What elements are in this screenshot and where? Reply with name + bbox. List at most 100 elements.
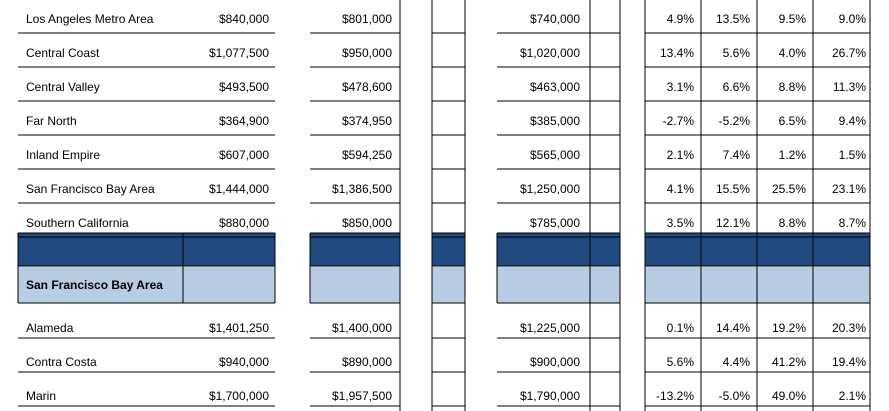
- cell-value: 2.1%: [667, 148, 695, 162]
- row-label: Central Valley: [26, 80, 100, 94]
- row-label: San Francisco Bay Area: [26, 182, 155, 196]
- cell-value: $594,250: [342, 148, 392, 162]
- cell-value: -5.2%: [719, 114, 751, 128]
- dark-band: [18, 233, 183, 266]
- cell-value: 9.0%: [839, 12, 867, 26]
- cell-value: 3.1%: [667, 80, 695, 94]
- dark-band: [757, 233, 813, 266]
- row-label: Marin: [26, 389, 56, 403]
- cell-value: $493,500: [219, 80, 269, 94]
- cell-value: $1,077,500: [209, 46, 269, 60]
- light-band: [813, 267, 870, 303]
- cell-value: -5.0%: [719, 389, 751, 403]
- row-label: Los Angeles Metro Area: [26, 12, 154, 26]
- row-label: Central Coast: [26, 46, 100, 60]
- cell-value: 0.1%: [667, 321, 695, 335]
- cell-value: $1,401,250: [209, 321, 269, 335]
- cell-value: $374,950: [342, 114, 392, 128]
- cell-value: 9.5%: [779, 12, 807, 26]
- cell-value: 9.4%: [839, 114, 867, 128]
- cell-value: 3.5%: [667, 216, 695, 230]
- cell-value: 6.6%: [723, 80, 751, 94]
- cell-value: 20.3%: [832, 321, 866, 335]
- cell-value: 19.2%: [772, 321, 806, 335]
- cell-value: 23.1%: [832, 182, 866, 196]
- cell-value: 13.4%: [660, 46, 694, 60]
- cell-value: 2.1%: [839, 389, 867, 403]
- cell-value: $785,000: [530, 216, 580, 230]
- cell-value: $890,000: [342, 355, 392, 369]
- cell-value: 6.5%: [779, 114, 807, 128]
- cell-value: $463,000: [530, 80, 580, 94]
- light-band: [18, 267, 183, 303]
- cell-value: 5.6%: [723, 46, 751, 60]
- cell-value: $1,957,500: [332, 389, 392, 403]
- row-label: Far North: [26, 114, 77, 128]
- cell-value: 4.0%: [779, 46, 807, 60]
- cell-value: $1,225,000: [520, 321, 580, 335]
- light-band: [497, 267, 590, 303]
- row-label: Southern California: [26, 216, 129, 230]
- light-band: [310, 267, 400, 303]
- cell-value: $940,000: [219, 355, 269, 369]
- section-title: San Francisco Bay Area: [26, 278, 163, 292]
- cell-value: 15.5%: [716, 182, 750, 196]
- dark-band: [432, 233, 465, 266]
- dark-band: [701, 233, 757, 266]
- cell-value: 7.4%: [723, 148, 751, 162]
- cell-value: $1,700,000: [209, 389, 269, 403]
- light-band: [432, 267, 465, 303]
- cell-value: 26.7%: [832, 46, 866, 60]
- cell-value: 41.2%: [772, 355, 806, 369]
- cell-value: -2.7%: [663, 114, 695, 128]
- cell-value: 19.4%: [832, 355, 866, 369]
- cell-value: 8.7%: [839, 216, 867, 230]
- cell-value: $801,000: [342, 12, 392, 26]
- light-band: [183, 267, 275, 303]
- row-label: Alameda: [26, 321, 74, 335]
- light-band: [645, 267, 701, 303]
- cell-value: $1,386,500: [332, 182, 392, 196]
- cell-value: 11.3%: [833, 80, 866, 94]
- cell-value: 1.5%: [839, 148, 867, 162]
- dark-band: [183, 233, 275, 266]
- cell-value: 12.1%: [716, 216, 750, 230]
- cell-value: 5.6%: [667, 355, 695, 369]
- row-label: Inland Empire: [26, 148, 100, 162]
- cell-value: $1,444,000: [209, 182, 269, 196]
- cell-value: $607,000: [219, 148, 269, 162]
- dark-band: [310, 233, 400, 266]
- cell-value: $385,000: [530, 114, 580, 128]
- dark-band: [645, 233, 701, 266]
- cell-value: 8.8%: [779, 80, 807, 94]
- cell-value: $1,250,000: [520, 182, 580, 196]
- dark-band: [497, 233, 590, 266]
- cell-value: 1.2%: [779, 148, 807, 162]
- cell-value: 4.1%: [667, 182, 695, 196]
- cell-value: $1,020,000: [520, 46, 580, 60]
- cell-value: $364,900: [219, 114, 269, 128]
- dark-band: [590, 233, 620, 266]
- cell-value: $840,000: [219, 12, 269, 26]
- cell-value: 25.5%: [772, 182, 806, 196]
- cell-value: $880,000: [219, 216, 269, 230]
- cell-value: 4.4%: [723, 355, 751, 369]
- cell-value: 14.4%: [716, 321, 750, 335]
- cell-value: $950,000: [342, 46, 392, 60]
- cell-value: 49.0%: [772, 389, 806, 403]
- cell-value: $900,000: [530, 355, 580, 369]
- cell-value: $740,000: [530, 12, 580, 26]
- cell-value: -13.2%: [656, 389, 694, 403]
- cell-value: $850,000: [342, 216, 392, 230]
- cell-value: 4.9%: [667, 12, 695, 26]
- cell-value: $1,790,000: [520, 389, 580, 403]
- dark-band: [813, 233, 870, 266]
- light-band: [757, 267, 813, 303]
- cell-value: $565,000: [530, 148, 580, 162]
- light-band: [590, 267, 620, 303]
- row-label: Contra Costa: [26, 355, 97, 369]
- light-band: [701, 267, 757, 303]
- cell-value: $478,600: [342, 80, 392, 94]
- cell-value: 8.8%: [779, 216, 807, 230]
